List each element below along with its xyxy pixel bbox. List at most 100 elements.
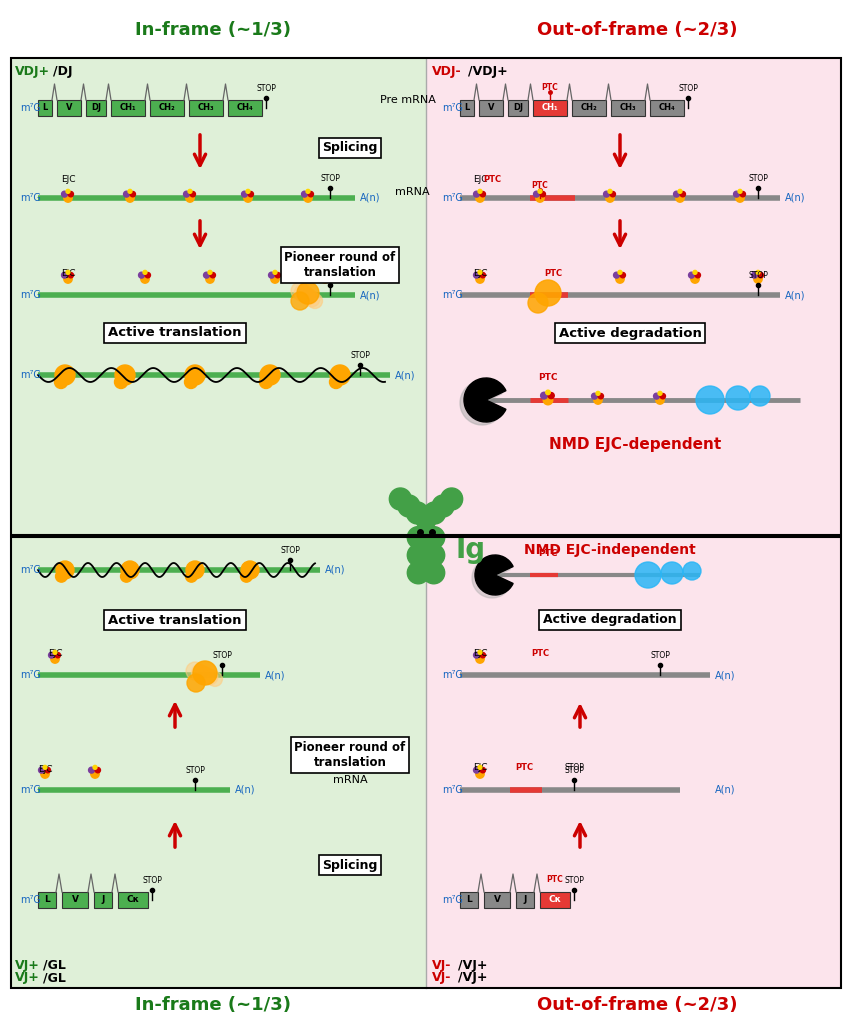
Wedge shape [475,555,513,595]
Text: STOP: STOP [748,271,768,280]
Circle shape [145,272,151,278]
Circle shape [432,495,454,517]
Circle shape [66,189,70,194]
Circle shape [244,194,252,202]
Text: PTC: PTC [547,874,563,884]
Text: STOP: STOP [650,651,670,660]
Text: NMD EJC-dependent: NMD EJC-dependent [549,437,721,453]
Text: NMD EJC-independent: NMD EJC-independent [524,543,696,557]
Circle shape [688,272,694,279]
Bar [484,892,510,908]
Text: DJ: DJ [513,103,523,113]
Circle shape [440,488,463,510]
Text: In-frame (~1/3): In-frame (~1/3) [135,996,291,1014]
Text: m⁷G: m⁷G [20,895,41,905]
Text: A(n): A(n) [235,785,256,795]
Circle shape [676,194,684,202]
Text: /DJ: /DJ [53,66,72,79]
Circle shape [186,662,204,680]
Circle shape [407,562,429,584]
Text: m⁷G: m⁷G [442,290,463,300]
Text: VJ-: VJ- [432,972,452,984]
Circle shape [423,502,446,524]
Bar [38,100,52,116]
Circle shape [695,272,700,278]
Text: EJC: EJC [473,648,487,657]
Circle shape [740,191,746,197]
Circle shape [294,285,312,302]
Circle shape [61,191,67,197]
Text: STOP: STOP [564,764,584,772]
Circle shape [474,767,480,773]
Text: A(n): A(n) [325,565,346,575]
Text: PTC: PTC [538,549,558,557]
Text: EJC: EJC [60,268,75,278]
Text: Pre mRNA: Pre mRNA [380,95,436,105]
Text: STOP: STOP [564,876,584,885]
Circle shape [591,393,597,399]
Circle shape [206,274,214,284]
Text: Out-of-frame (~2/3): Out-of-frame (~2/3) [537,996,737,1014]
Text: STOP: STOP [212,651,232,660]
Circle shape [541,392,547,399]
Text: PTC: PTC [483,175,501,184]
Circle shape [726,386,750,410]
Circle shape [268,272,274,279]
Circle shape [656,396,665,404]
Circle shape [658,391,662,395]
Circle shape [55,376,67,388]
Text: A(n): A(n) [395,370,416,380]
Circle shape [603,191,609,197]
Text: m⁷G: m⁷G [442,670,463,680]
Text: Out-of-frame (~2/3): Out-of-frame (~2/3) [537,22,737,39]
Circle shape [55,652,60,657]
Circle shape [124,191,130,197]
Text: EJC: EJC [48,648,62,657]
Bar [228,100,262,116]
Text: EJC: EJC [473,764,487,772]
Text: Ig: Ig [456,536,486,564]
Circle shape [55,365,75,385]
Text: CH₂: CH₂ [580,103,597,113]
Circle shape [190,191,195,197]
Circle shape [321,274,329,284]
Circle shape [407,526,429,549]
Wedge shape [464,378,506,422]
Bar [426,58,841,535]
Text: m⁷G: m⁷G [442,193,463,203]
Circle shape [423,544,445,566]
Text: STOP: STOP [320,174,340,183]
Circle shape [323,270,327,274]
Text: /GL: /GL [43,958,66,972]
Text: Active translation: Active translation [108,613,242,627]
Circle shape [481,272,486,278]
Circle shape [183,191,189,197]
Text: /VDJ+: /VDJ+ [468,66,508,79]
Circle shape [91,770,99,778]
Text: STOP: STOP [748,174,768,183]
Circle shape [758,272,763,278]
Bar [540,892,570,908]
Circle shape [734,191,740,197]
Bar [38,892,56,908]
Circle shape [115,365,135,385]
Circle shape [536,194,544,202]
Circle shape [474,272,480,279]
Circle shape [613,272,619,279]
Text: m⁷G: m⁷G [20,785,41,795]
Circle shape [120,570,132,583]
Bar [508,100,528,116]
Text: A(n): A(n) [715,670,735,680]
Circle shape [68,272,73,278]
Wedge shape [460,381,502,425]
Text: CH₃: CH₃ [198,103,215,113]
Text: m⁷G: m⁷G [442,103,463,113]
Bar [516,892,534,908]
Circle shape [535,280,561,306]
Bar [62,892,88,908]
Text: STOP: STOP [185,766,205,775]
Text: A(n): A(n) [360,290,381,300]
Circle shape [478,189,482,194]
Circle shape [308,191,314,197]
Bar [11,537,426,988]
